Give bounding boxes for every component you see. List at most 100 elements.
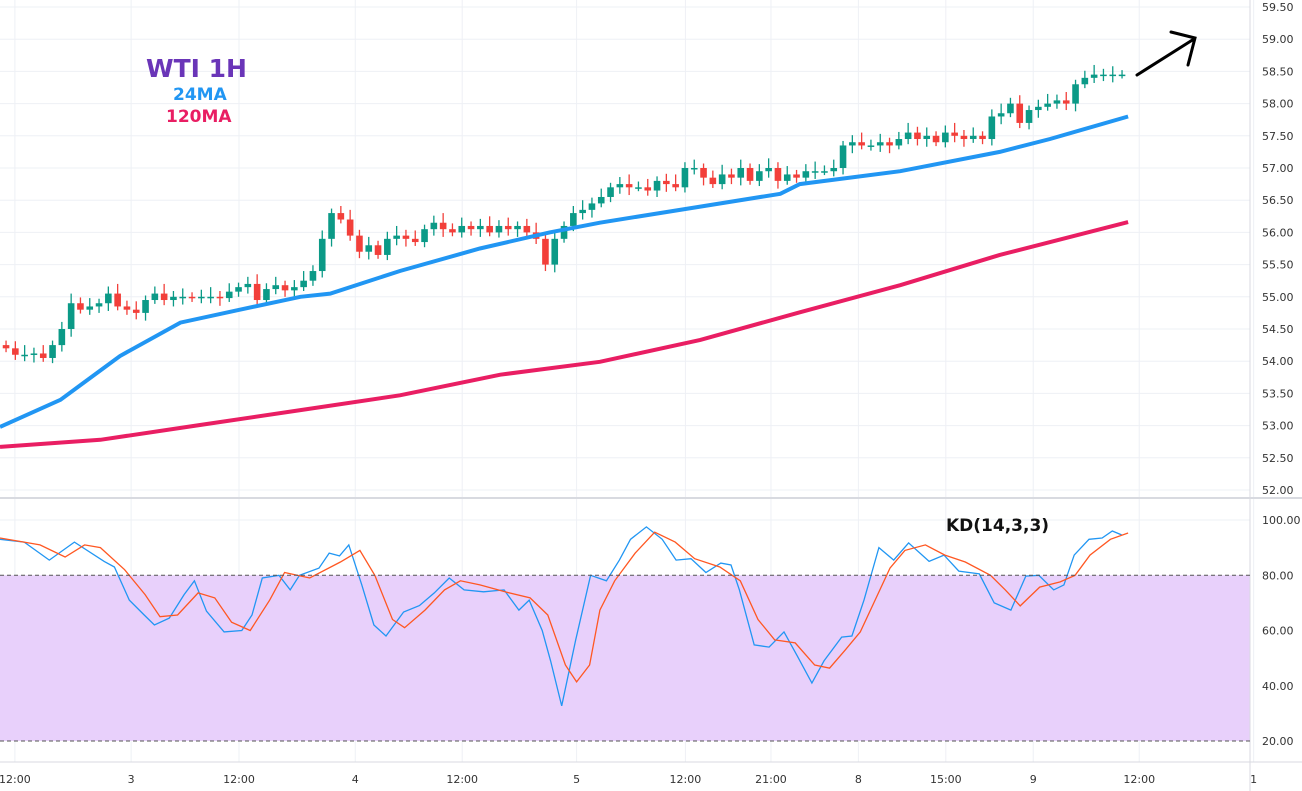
- candle-body: [672, 184, 679, 188]
- x-tick-label: 15:00: [930, 773, 962, 786]
- candle: [300, 271, 307, 292]
- candle-body: [839, 145, 847, 168]
- candle: [1118, 70, 1126, 79]
- candle: [151, 286, 159, 304]
- y-tick-label: 52.50: [1262, 452, 1294, 465]
- candle-body: [867, 145, 875, 147]
- candle-body: [951, 132, 958, 136]
- candle: [625, 174, 633, 196]
- candle: [49, 340, 56, 364]
- candle-body: [942, 132, 949, 143]
- candle: [207, 287, 214, 304]
- candle: [969, 127, 977, 143]
- candle-body: [765, 168, 772, 172]
- candle: [132, 301, 140, 320]
- candle-body: [207, 296, 214, 299]
- candle-body: [793, 174, 800, 178]
- candle-body: [179, 296, 187, 299]
- candle-body: [300, 280, 307, 288]
- candle: [1044, 93, 1051, 111]
- candle-body: [458, 225, 466, 233]
- candle: [2, 340, 10, 353]
- y-tick-label: 57.50: [1262, 130, 1294, 143]
- candle: [421, 224, 428, 248]
- candle: [486, 216, 493, 237]
- candle-body: [1109, 74, 1117, 77]
- candle: [672, 174, 679, 192]
- candle: [58, 321, 66, 352]
- candle: [737, 159, 745, 186]
- candle: [86, 298, 94, 315]
- candle: [430, 215, 438, 236]
- candle: [635, 181, 642, 192]
- candle-body: [291, 287, 298, 291]
- candle-body: [932, 135, 940, 143]
- candle: [1007, 97, 1014, 118]
- candle-body: [86, 306, 94, 310]
- candle-body: [588, 203, 596, 210]
- candle-body: [477, 225, 484, 230]
- candle: [272, 276, 280, 295]
- candle: [216, 291, 224, 306]
- candle-body: [774, 168, 782, 181]
- candle: [244, 276, 252, 294]
- y-tick-label: 59.50: [1262, 1, 1294, 14]
- kd-y-tick-label: 60.00: [1262, 625, 1294, 638]
- candle: [253, 274, 261, 308]
- x-tick-label: 9: [1030, 773, 1037, 786]
- candle: [458, 217, 466, 238]
- y-tick-label: 56.50: [1262, 194, 1294, 207]
- candle: [988, 109, 996, 146]
- kd-indicator-label: KD(14,3,3): [946, 516, 1050, 536]
- candle: [663, 173, 670, 192]
- candle: [774, 162, 782, 189]
- candle-body: [356, 235, 363, 252]
- candle-body: [625, 184, 633, 188]
- candle: [821, 165, 828, 176]
- y-tick-label: 54.00: [1262, 355, 1294, 368]
- candle-body: [1090, 74, 1098, 78]
- candle: [914, 126, 921, 146]
- candle-body: [681, 168, 689, 188]
- legend-ma24: 24MA: [173, 85, 227, 105]
- candle: [467, 221, 475, 236]
- candle-body: [151, 293, 159, 301]
- kd-y-tick-label: 80.00: [1262, 569, 1294, 582]
- candle-body: [1081, 77, 1089, 85]
- y-tick-label: 57.00: [1262, 162, 1294, 175]
- candle-body: [49, 345, 56, 358]
- candle-body: [830, 168, 838, 172]
- candle-body: [570, 213, 577, 226]
- candle-body: [811, 171, 819, 173]
- y-tick-label: 59.00: [1262, 33, 1294, 46]
- y-tick-label: 56.00: [1262, 226, 1294, 239]
- candle-body: [821, 171, 828, 173]
- candle: [709, 170, 717, 188]
- candle-body: [216, 296, 224, 299]
- x-tick-label: 3: [128, 773, 135, 786]
- chart-title: WTI 1H: [146, 54, 247, 83]
- x-tick-label: 8: [855, 773, 862, 786]
- candle: [690, 159, 698, 175]
- candle: [597, 188, 605, 208]
- candle: [95, 298, 103, 313]
- candle-body: [198, 296, 205, 299]
- candle: [718, 164, 726, 190]
- candle: [700, 163, 707, 186]
- candle: [588, 197, 596, 218]
- candle: [356, 229, 363, 259]
- candle: [477, 218, 484, 237]
- candle: [374, 240, 382, 259]
- candle-body: [337, 213, 345, 220]
- candle-body: [728, 174, 735, 178]
- kd-y-tick-label: 40.00: [1262, 680, 1294, 693]
- candle-body: [783, 174, 791, 181]
- candle: [560, 221, 568, 243]
- candle: [681, 162, 689, 193]
- candle-body: [365, 245, 373, 252]
- x-tick-label: 1: [1250, 773, 1257, 786]
- candle-body: [1100, 74, 1107, 77]
- candle: [39, 345, 47, 362]
